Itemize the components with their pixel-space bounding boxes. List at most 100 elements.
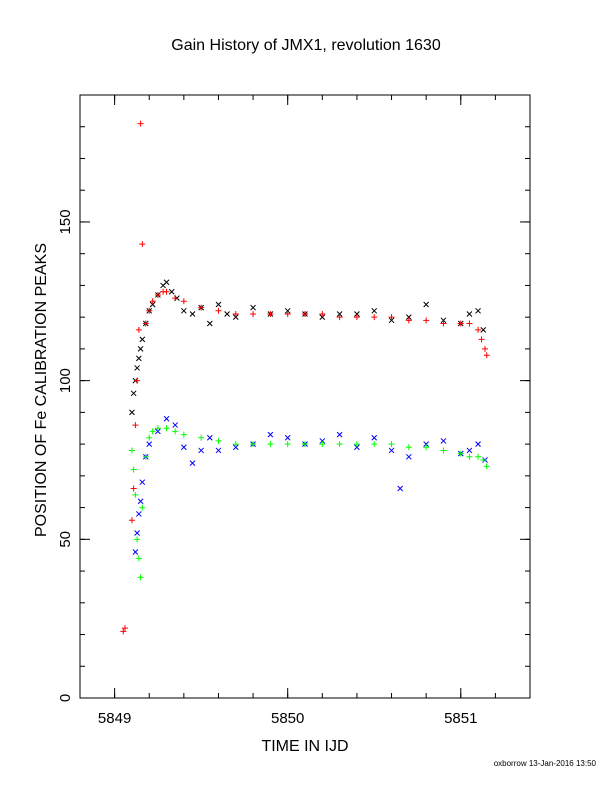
data-point xyxy=(284,441,291,448)
data-point xyxy=(149,301,156,308)
x-tick-label: 5850 xyxy=(271,710,304,727)
series-0 xyxy=(129,279,487,416)
data-point xyxy=(180,307,187,314)
x-tick-label: 5851 xyxy=(444,710,477,727)
data-point xyxy=(475,453,482,460)
data-point xyxy=(137,498,144,505)
data-point xyxy=(139,241,146,248)
data-point xyxy=(128,447,135,454)
data-point xyxy=(388,314,395,321)
data-point xyxy=(135,555,142,562)
data-point xyxy=(232,444,239,451)
data-point xyxy=(354,311,360,317)
data-point xyxy=(388,317,395,324)
data-point xyxy=(371,314,378,321)
data-point xyxy=(224,311,230,317)
data-point xyxy=(440,320,447,327)
data-point xyxy=(232,441,239,448)
data-point xyxy=(163,415,170,422)
data-point xyxy=(423,301,430,308)
data-point xyxy=(302,441,308,448)
data-point xyxy=(483,352,490,359)
data-point xyxy=(466,447,473,454)
data-point xyxy=(284,310,291,317)
data-point xyxy=(137,574,144,581)
data-point xyxy=(482,345,488,352)
data-point xyxy=(423,441,430,447)
data-point xyxy=(122,625,128,632)
data-point xyxy=(130,485,137,492)
data-point xyxy=(163,288,170,295)
data-point xyxy=(189,460,196,467)
data-point xyxy=(154,425,161,432)
data-point xyxy=(139,479,146,486)
data-points xyxy=(120,120,490,635)
data-point xyxy=(137,346,144,352)
data-point xyxy=(405,453,412,460)
data-point xyxy=(232,314,239,321)
data-point xyxy=(149,428,156,435)
y-tick-label: 100 xyxy=(57,368,74,393)
data-point xyxy=(405,314,412,321)
data-point xyxy=(457,450,464,457)
data-point xyxy=(149,298,156,305)
data-point xyxy=(134,377,141,384)
data-point xyxy=(155,428,161,435)
data-point xyxy=(120,628,127,635)
data-point xyxy=(336,431,343,438)
plot-frame xyxy=(79,94,531,699)
data-point xyxy=(129,409,135,416)
data-point xyxy=(180,298,187,305)
data-point xyxy=(353,314,360,321)
data-point xyxy=(336,441,343,448)
data-point xyxy=(336,311,343,317)
footer-credit: oxborrow 13-Jan-2016 13:50 xyxy=(493,759,596,768)
data-point xyxy=(128,517,135,524)
data-point xyxy=(388,441,395,448)
data-point xyxy=(135,511,142,517)
data-point xyxy=(250,441,257,448)
data-point xyxy=(132,422,139,429)
data-point xyxy=(319,310,326,317)
data-point xyxy=(267,310,274,317)
data-point xyxy=(302,310,308,317)
data-point xyxy=(146,307,153,314)
data-point xyxy=(319,314,326,321)
data-point xyxy=(139,504,146,511)
data-point xyxy=(405,444,412,451)
data-point xyxy=(405,317,412,324)
data-point xyxy=(267,431,274,438)
data-point xyxy=(354,444,360,451)
data-point xyxy=(397,485,404,492)
data-point xyxy=(180,444,187,451)
data-point xyxy=(475,307,481,314)
series-2 xyxy=(132,415,488,555)
data-point xyxy=(478,336,485,343)
data-point xyxy=(215,301,222,308)
data-point xyxy=(134,536,141,543)
series-3 xyxy=(128,425,490,581)
data-point xyxy=(388,447,395,454)
data-point xyxy=(168,288,175,295)
data-point xyxy=(250,310,257,317)
y-tick-label: 150 xyxy=(57,209,74,234)
data-point xyxy=(130,390,137,397)
chart-title: Gain History of JMX1, revolution 1630 xyxy=(171,37,441,54)
data-point xyxy=(189,311,196,317)
data-point xyxy=(319,438,326,444)
data-point xyxy=(353,441,360,448)
y-axis-label: POSITION OF Fe CALIBRATION PEAKS xyxy=(33,243,50,537)
axis-ticks: 5849 5850 5851 0 50 100 150 xyxy=(57,94,531,727)
data-point xyxy=(135,326,142,333)
y-tick-label: 50 xyxy=(57,531,74,548)
data-point xyxy=(371,307,378,314)
series-1 xyxy=(120,120,490,635)
data-point xyxy=(146,441,153,447)
data-point xyxy=(475,441,481,447)
data-point xyxy=(142,453,149,460)
data-point xyxy=(134,530,140,536)
data-point xyxy=(130,466,137,473)
data-point xyxy=(267,441,274,448)
data-point xyxy=(440,317,447,324)
data-point xyxy=(466,320,473,327)
